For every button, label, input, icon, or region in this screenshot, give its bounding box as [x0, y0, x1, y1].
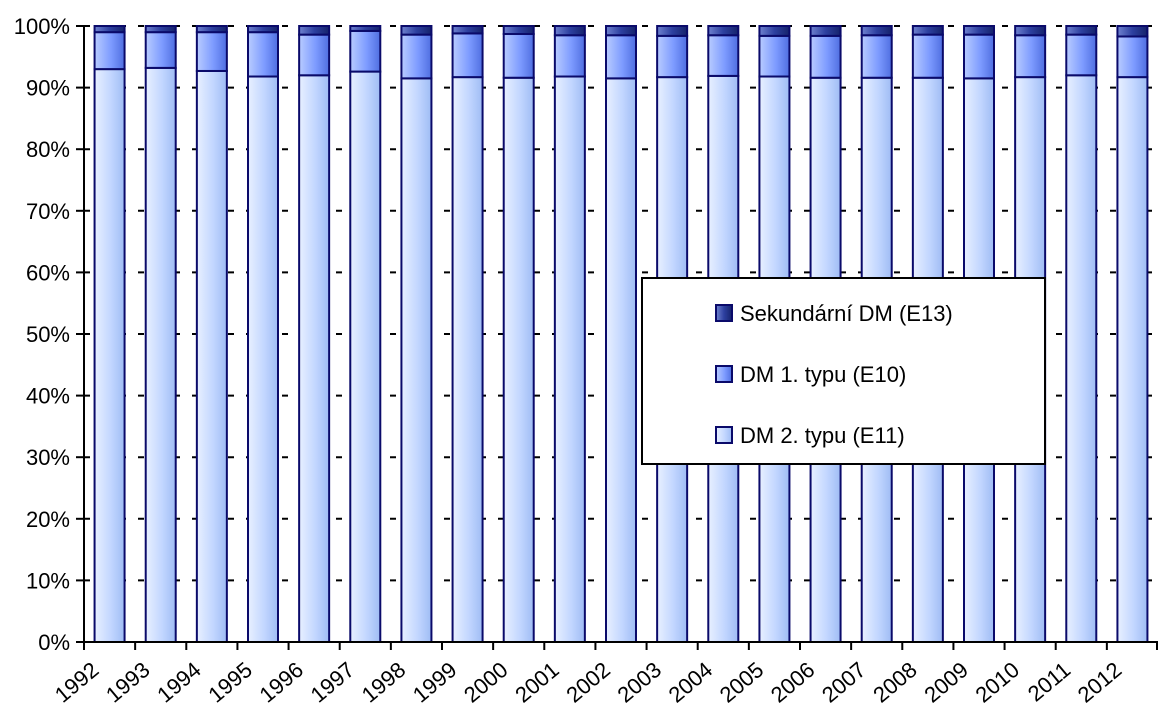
- bar-segment: [605, 77, 637, 644]
- bar-segment: [656, 34, 689, 79]
- bar-segment: [860, 25, 893, 37]
- legend: Sekundární DM (E13) DM 1. typu (E10) DM 2.…: [641, 277, 1046, 465]
- x-tick-label: 2011: [1023, 657, 1075, 707]
- bar-segment: [1065, 25, 1098, 36]
- bar-segment: [1014, 25, 1047, 37]
- bar-segment: [809, 34, 842, 79]
- x-tick-label: 2000: [459, 657, 513, 708]
- bar-segment: [707, 25, 740, 37]
- y-tick-label: 40%: [26, 384, 70, 409]
- bar-segment: [400, 25, 433, 36]
- x-tick-label: 2005: [715, 657, 769, 708]
- bar-segment: [553, 25, 586, 37]
- bar-segment: [758, 25, 791, 37]
- bar-segment: [758, 34, 791, 78]
- bar-segment: [553, 75, 586, 643]
- x-tick-label: 2006: [766, 657, 820, 708]
- x-tick-label: 2009: [919, 657, 973, 708]
- bar-segment: [144, 66, 177, 643]
- bar-segment: [247, 75, 279, 643]
- bar-segment: [809, 25, 842, 37]
- y-tick-label: 60%: [26, 260, 70, 285]
- bar-segment: [1065, 74, 1098, 643]
- bar-segment: [605, 34, 637, 80]
- bar-segment: [298, 25, 331, 36]
- x-tick-label: 1994: [152, 657, 206, 708]
- legend-label: Sekundární DM (E13): [740, 301, 953, 326]
- x-tick-label: 2012: [1073, 657, 1127, 708]
- y-tick-label: 0%: [38, 630, 70, 655]
- bar-segment: [349, 25, 382, 32]
- bar-segment: [451, 76, 484, 644]
- bar-segment: [963, 33, 995, 80]
- x-tick-label: 2001: [510, 657, 564, 708]
- y-tick-label: 10%: [26, 568, 70, 593]
- bar-segment: [1116, 35, 1149, 79]
- y-tick-label: 50%: [26, 322, 70, 347]
- bar-segment: [144, 31, 177, 69]
- bar-segment: [911, 25, 944, 36]
- bar-segment: [195, 69, 228, 643]
- bar-segment: [1065, 33, 1098, 77]
- bar-segment: [911, 33, 944, 79]
- bar-segment: [502, 25, 535, 36]
- bar-segment: [298, 74, 331, 643]
- bar-segment: [1014, 34, 1047, 79]
- bar-segment: [451, 32, 484, 79]
- bar-segment: [502, 76, 535, 643]
- bar-segment: [707, 34, 740, 77]
- bar-segment: [93, 31, 126, 71]
- bar-segment: [656, 25, 689, 37]
- bar-segment: [860, 34, 893, 79]
- y-tick-label: 80%: [26, 137, 70, 162]
- legend-swatch: [715, 365, 733, 383]
- y-tick-label: 100%: [14, 14, 70, 39]
- bar-segment: [195, 31, 228, 72]
- bar-segment: [247, 31, 279, 78]
- x-tick-label: 2002: [561, 657, 615, 708]
- bar-segment: [195, 25, 228, 34]
- bar-segment: [349, 70, 382, 644]
- x-tick-label: 2008: [868, 657, 922, 708]
- bar-segment: [451, 25, 484, 35]
- bar-segment: [349, 29, 382, 73]
- x-tick-label: 1997: [306, 657, 360, 708]
- bar-segment: [963, 25, 995, 36]
- bar-segment: [502, 33, 535, 79]
- x-tick-label: 1995: [203, 657, 257, 708]
- x-tick-label: 2003: [613, 657, 667, 708]
- x-tick-label: 1999: [408, 657, 462, 708]
- bar-segment: [93, 68, 126, 644]
- y-tick-label: 30%: [26, 445, 70, 470]
- bar-segment: [298, 33, 331, 77]
- bar-segment: [1116, 25, 1149, 38]
- legend-label: DM 2. typu (E11): [740, 423, 905, 448]
- legend-swatch: [715, 426, 733, 444]
- bar-segment: [93, 25, 126, 34]
- bar-segment: [605, 25, 637, 37]
- x-tick-label: 1998: [357, 657, 411, 708]
- legend-box: [641, 277, 1046, 465]
- y-tick-label: 20%: [26, 507, 70, 532]
- y-tick-label: 90%: [26, 76, 70, 101]
- bar-segment: [144, 25, 177, 34]
- x-tick-label: 2004: [664, 657, 718, 708]
- x-tick-label: 1992: [50, 657, 104, 708]
- x-tick-label: 2007: [817, 657, 871, 708]
- bar-segment: [1116, 76, 1149, 644]
- bar-segment: [247, 25, 279, 34]
- legend-swatch: [715, 304, 733, 322]
- legend-label: DM 1. typu (E10): [740, 362, 906, 387]
- bar-segment: [553, 34, 586, 78]
- x-tick-label: 1996: [255, 657, 309, 708]
- bar-segment: [400, 77, 433, 644]
- bar-segment: [400, 33, 433, 80]
- y-tick-label: 70%: [26, 199, 70, 224]
- x-tick-label: 1993: [101, 657, 155, 708]
- x-tick-label: 2010: [971, 657, 1025, 708]
